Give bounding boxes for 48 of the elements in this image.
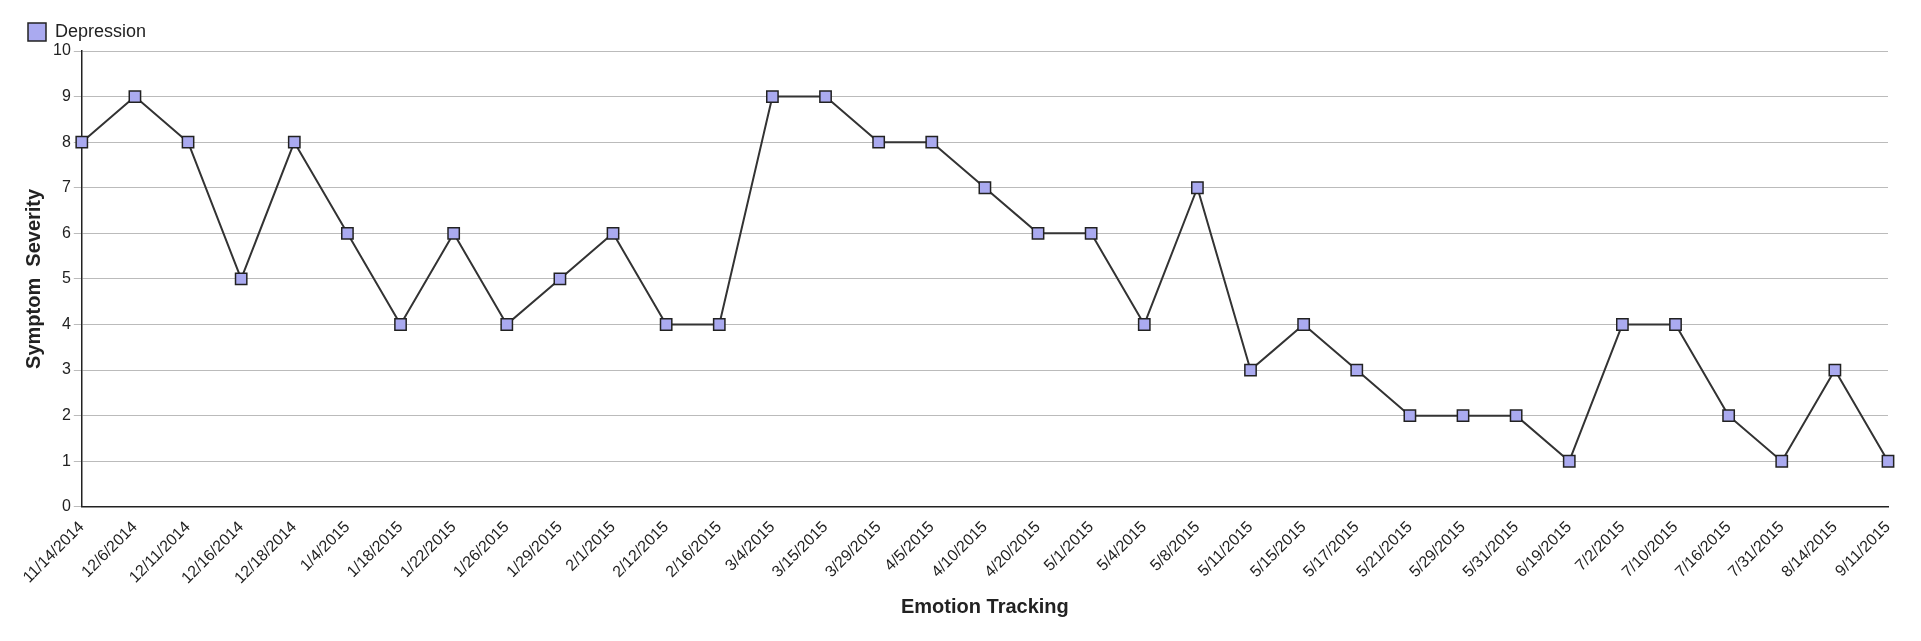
point <box>181 135 195 149</box>
point <box>1456 409 1470 423</box>
point <box>1244 363 1257 377</box>
point <box>341 226 354 240</box>
point <box>872 135 886 149</box>
point <box>1828 363 1842 377</box>
point <box>1137 318 1151 331</box>
point <box>1190 181 1204 195</box>
x-axis-title: Emotion Tracking <box>900 594 1069 617</box>
point <box>1403 409 1417 423</box>
y-tick-label: 4 <box>61 314 71 332</box>
point <box>1881 454 1895 468</box>
point <box>1031 226 1045 240</box>
legend-label: Depression <box>55 20 147 41</box>
y-tick-label: 5 <box>61 269 71 287</box>
point <box>1350 363 1364 377</box>
point <box>925 135 939 149</box>
point <box>447 226 461 240</box>
point <box>128 90 142 103</box>
point <box>659 318 673 331</box>
y-tick-label: 10 <box>53 41 71 59</box>
y-tick-label: 6 <box>61 223 71 241</box>
point <box>1509 409 1523 423</box>
y-tick-label: 8 <box>61 132 71 150</box>
point <box>500 318 514 331</box>
point <box>978 181 992 195</box>
y-tick-label: 2 <box>61 406 71 424</box>
point <box>1084 226 1098 240</box>
point <box>287 135 301 149</box>
point <box>1615 318 1629 331</box>
y-tick-label: 7 <box>61 178 71 196</box>
point <box>1775 454 1789 468</box>
point <box>606 226 620 240</box>
point <box>394 318 407 331</box>
point <box>234 272 248 286</box>
y-axis-title: Symptom Severity <box>21 187 44 369</box>
y-tick-label: 9 <box>61 86 71 104</box>
point <box>553 272 567 286</box>
y-tick-label: 0 <box>61 497 71 515</box>
point <box>1562 454 1576 468</box>
y-tick-label: 3 <box>61 360 71 378</box>
point <box>712 318 726 331</box>
point <box>1297 318 1311 331</box>
point <box>766 90 779 103</box>
point <box>1669 318 1682 331</box>
point <box>1722 409 1736 423</box>
y-tick-label: 1 <box>61 451 71 469</box>
point <box>819 90 832 103</box>
